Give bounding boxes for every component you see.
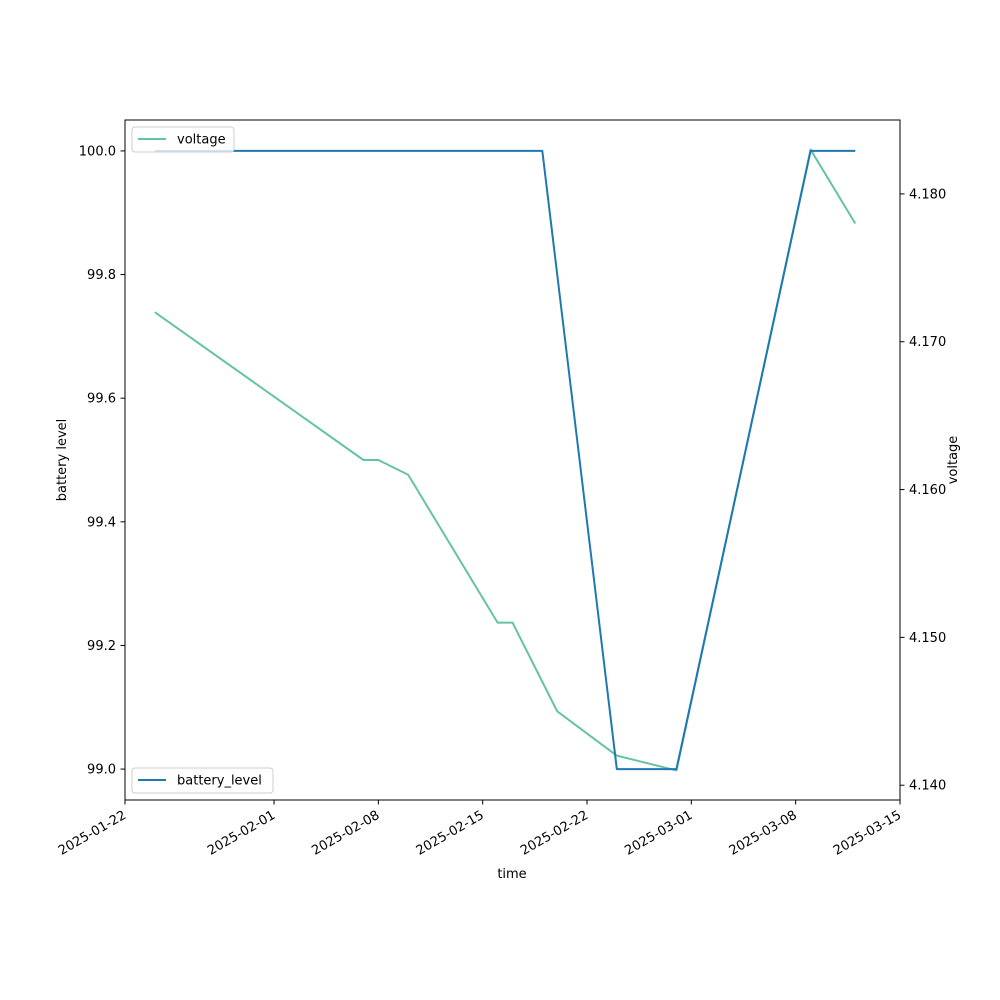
y-axis-left-label: battery level [55, 419, 70, 502]
plot-frame [124, 119, 901, 801]
legend-battery-level-label: battery_level [177, 774, 262, 789]
legend-voltage-box [131, 126, 235, 153]
series-line-battery-level [154, 149, 856, 771]
y-axis-left-ticks: 99.0 99.2 99.4 99.6 99.8 100.0 [79, 144, 125, 778]
y-right-tick-label: 4.140 [909, 779, 946, 794]
y-left-tick-label: 99.2 [87, 639, 116, 654]
x-axis-label: time [497, 867, 526, 882]
y-axis-right-label: voltage [946, 436, 961, 485]
y-left-tick-label: 99.8 [87, 268, 116, 283]
legend-voltage-label: voltage [177, 133, 226, 148]
y-left-tick-label: 100.0 [79, 144, 116, 159]
y-right-tick-label: 4.170 [909, 335, 946, 350]
y-left-tick-label: 99.4 [87, 515, 116, 530]
legend-battery-level: battery_level [131, 767, 274, 794]
y-right-tick-label: 4.180 [909, 187, 946, 202]
plot-lines [154, 148, 857, 772]
y-left-tick-label: 99.0 [87, 763, 116, 778]
legend-battery-level-box [131, 767, 274, 794]
y-right-tick-label: 4.160 [909, 483, 946, 498]
y-axis-right-ticks: 4.140 4.150 4.160 4.170 4.180 [900, 187, 946, 794]
legend-voltage: voltage [131, 126, 235, 153]
y-left-tick-label: 99.6 [87, 392, 116, 407]
y-right-tick-label: 4.150 [909, 631, 946, 646]
